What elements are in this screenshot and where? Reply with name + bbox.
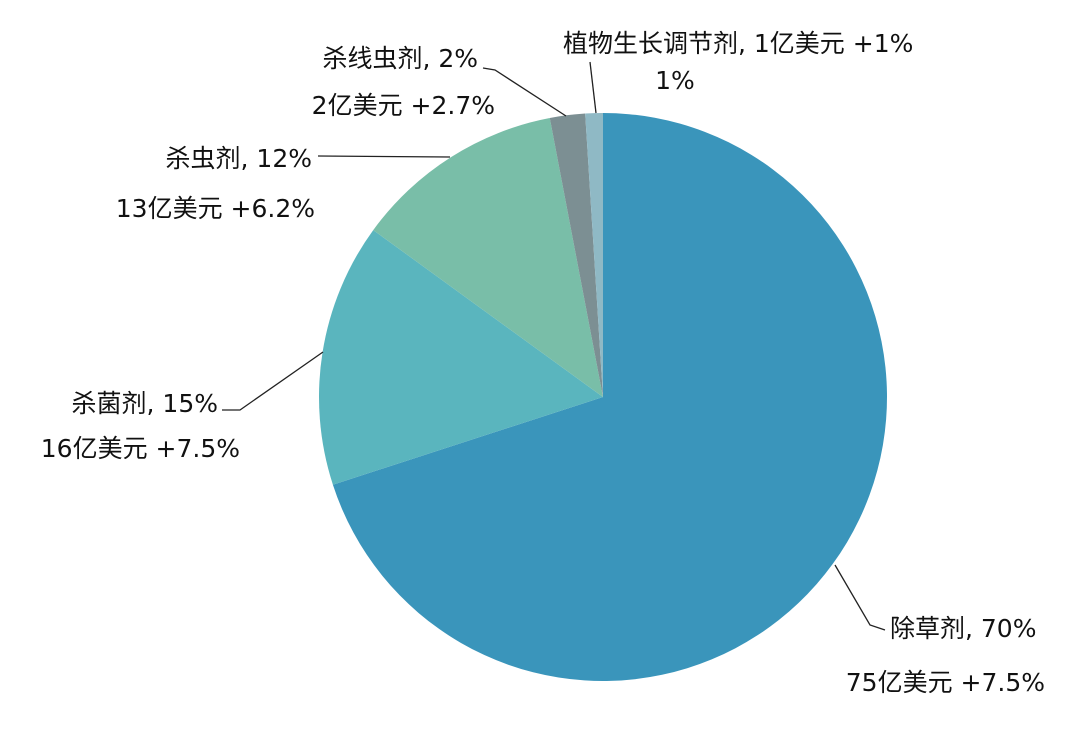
pie-slice: [549, 113, 603, 397]
pie-slice: [585, 113, 603, 397]
value-label: 除草剂, 70%: [890, 614, 1036, 643]
annotation: 16亿美元 +7.5%: [41, 434, 240, 463]
leader-line: [482, 67, 567, 117]
leader-line: [834, 564, 886, 631]
value-label: 杀虫剂, 12%: [166, 144, 312, 173]
pie-slice: [332, 113, 887, 681]
pie-slice: [373, 118, 603, 397]
value-label: 杀线虫剂, 2%: [322, 44, 478, 73]
leader-line: [589, 61, 597, 114]
value-label: 杀菌剂, 15%: [72, 389, 218, 418]
pie-slice: [319, 230, 603, 485]
value-label: 1%: [655, 66, 695, 95]
annotation: 13亿美元 +6.2%: [116, 194, 315, 223]
leader-line: [317, 155, 451, 158]
annotation: 75亿美元 +7.5%: [846, 668, 1045, 697]
leader-line: [222, 351, 324, 411]
annotation: 植物生长调节剂, 1亿美元 +1%: [563, 29, 913, 58]
annotation: 2亿美元 +2.7%: [312, 91, 495, 120]
